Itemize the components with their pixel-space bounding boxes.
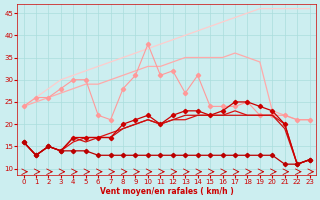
X-axis label: Vent moyen/en rafales ( km/h ): Vent moyen/en rafales ( km/h ) <box>100 187 234 196</box>
